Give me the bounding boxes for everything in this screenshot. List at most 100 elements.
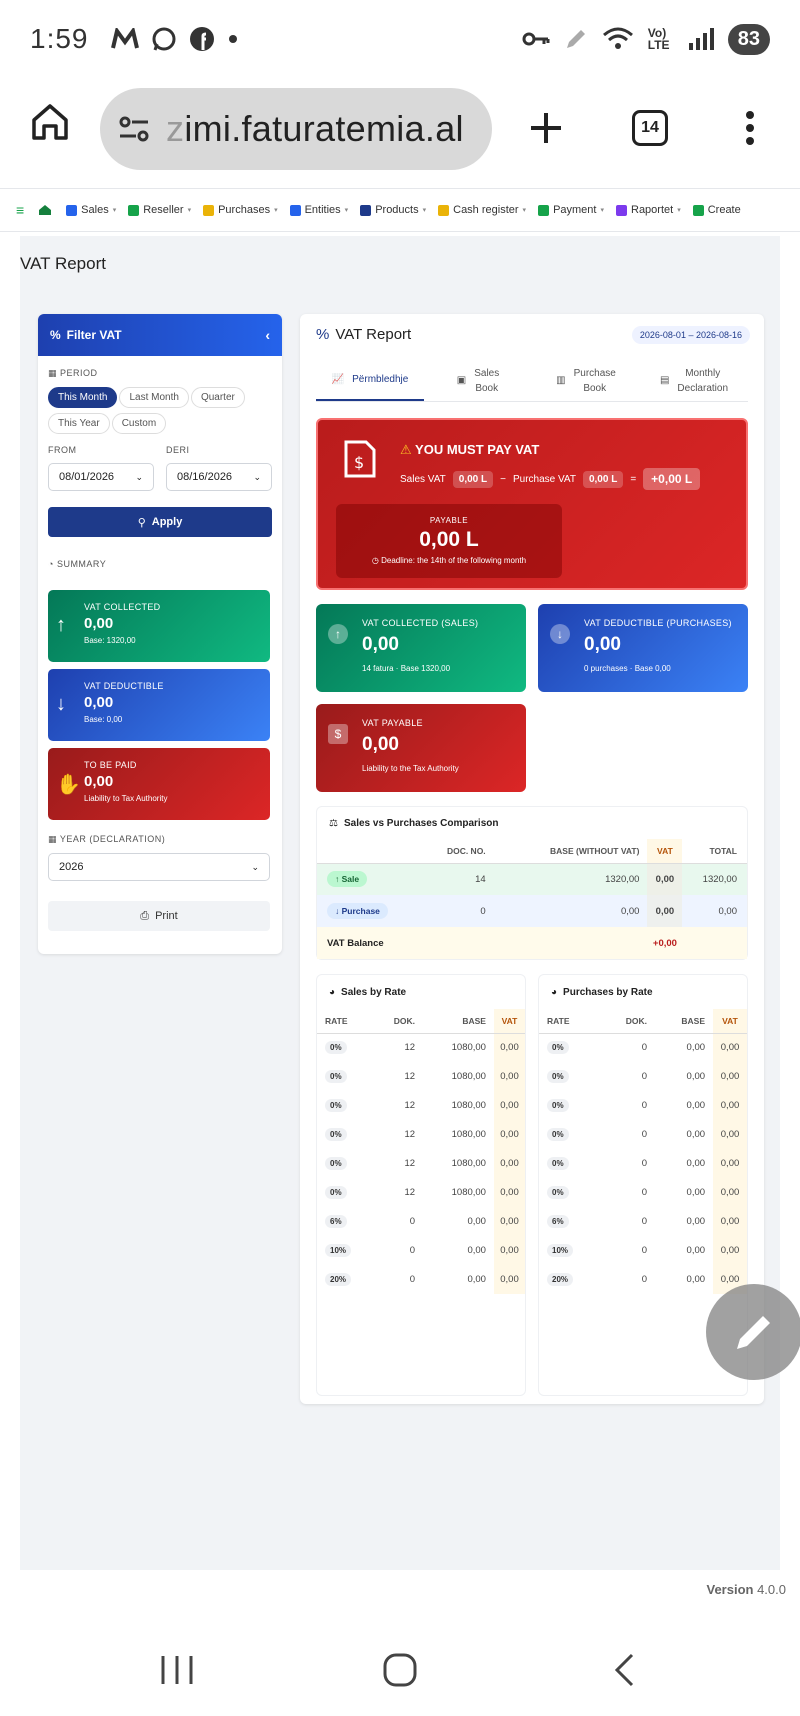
collapse-chevron-icon[interactable]: ‹ bbox=[265, 327, 270, 343]
tab-switcher-button[interactable]: 14 bbox=[632, 110, 668, 146]
period-pill-quarter[interactable]: Quarter bbox=[190, 387, 245, 408]
pencil-status-icon bbox=[564, 27, 588, 51]
back-icon[interactable] bbox=[612, 1652, 636, 1688]
payable-box: PAYABLE 0,00 L ◷ Deadline: the 14th of t… bbox=[336, 504, 562, 578]
rate-badge: 0% bbox=[325, 1099, 347, 1112]
to-date-select[interactable]: 08/16/2026 ⌄ bbox=[166, 463, 272, 491]
nav-item-payment[interactable]: Payment ▾ bbox=[538, 204, 604, 216]
menu-toggle-icon[interactable]: ≡ bbox=[16, 202, 25, 218]
period-pill-custom[interactable]: Custom bbox=[111, 413, 167, 434]
rate-badge: 0% bbox=[547, 1186, 569, 1199]
comparison-table: DOC. NO. BASE (WITHOUT VAT) VAT TOTAL ↑ … bbox=[317, 839, 747, 959]
filter-title: Filter VAT bbox=[66, 328, 122, 342]
nav-item-raportet[interactable]: Raportet ▾ bbox=[616, 204, 681, 216]
table-cell: 12 bbox=[404, 1071, 416, 1082]
caret-down-icon: ▾ bbox=[112, 207, 117, 214]
print-button[interactable]: ⎙ Print bbox=[48, 901, 270, 931]
table-cell: 0,00 bbox=[713, 1120, 747, 1149]
table-cell: 1080,00 bbox=[451, 1100, 486, 1111]
comparison-row-purchase: ↓ Purchase 0 0,00 0,00 0,00 bbox=[317, 895, 747, 927]
percent-icon: % bbox=[316, 326, 330, 343]
nav-icon bbox=[289, 204, 301, 216]
table-row: 0% 0 0,00 0,00 bbox=[539, 1091, 747, 1120]
nav-item-cash-register[interactable]: Cash register ▾ bbox=[438, 204, 526, 216]
table-cell: 0,00 bbox=[686, 1158, 706, 1169]
new-tab-icon[interactable] bbox=[528, 110, 564, 146]
tab-sales-book[interactable]: ▣ Sales Book bbox=[456, 367, 500, 394]
table-cell: 0,00 bbox=[713, 1236, 747, 1265]
from-date-select[interactable]: 08/01/2026 ⌄ bbox=[48, 463, 154, 491]
nav-item-entities[interactable]: Entities ▾ bbox=[289, 204, 348, 216]
from-label: FROM bbox=[48, 445, 77, 455]
report-panel: % VAT Report 2026-08-01 – 2026-08-16 📈 Për… bbox=[300, 314, 764, 1404]
rate-badge: 0% bbox=[325, 1070, 347, 1083]
table-cell: 0,00 bbox=[493, 1091, 525, 1120]
nav-item-products[interactable]: Products ▾ bbox=[360, 204, 426, 216]
table-cell: 0,00 bbox=[686, 1129, 706, 1140]
table-row: 0% 0 0,00 0,00 bbox=[539, 1062, 747, 1091]
to-be-paid-card: ✋ TO BE PAID 0,00 Liability to Tax Authori… bbox=[48, 748, 270, 820]
rate-badge: 10% bbox=[547, 1244, 574, 1257]
site-settings-icon[interactable] bbox=[118, 115, 150, 143]
vat-equation: Sales VAT 0,00 L − Purchase VAT 0,00 L = +0… bbox=[400, 468, 701, 490]
nav-icon bbox=[128, 204, 140, 216]
address-bar[interactable]: zimi.faturatemia.al bbox=[100, 88, 492, 170]
rate-badge: 0% bbox=[325, 1186, 347, 1199]
period-pill-this-month[interactable]: This Month bbox=[48, 387, 118, 408]
pie-chart-icon: ◕ bbox=[551, 986, 558, 998]
table-cell: 0,00 bbox=[686, 1216, 706, 1227]
apply-button[interactable]: ⚲ Apply bbox=[48, 507, 272, 537]
system-nav-bar bbox=[0, 1620, 800, 1716]
floating-edit-button[interactable] bbox=[706, 1284, 800, 1380]
table-cell: 0,00 bbox=[467, 1216, 486, 1227]
open-book-icon: ▥ bbox=[556, 375, 566, 386]
year-select[interactable]: 2026 ⌄ bbox=[48, 853, 270, 881]
app-navbar: ≡ Sales ▾ Reseller ▾ Purchases ▾ Entities ▾ Prod… bbox=[0, 188, 800, 232]
comparison-table-box: ⚖ Sales vs Purchases Comparison DOC. NO. … bbox=[316, 806, 748, 960]
sales-by-rate-table: RATE DOK. BASE VAT 0% 12 1080,00 0,00 0% 12 1080,0… bbox=[317, 1009, 525, 1294]
table-cell: 0,00 bbox=[713, 1149, 747, 1178]
invoice-dollar-icon: $ bbox=[344, 440, 376, 478]
system-home-icon[interactable] bbox=[382, 1652, 418, 1688]
search-icon: ⚲ bbox=[137, 516, 146, 529]
to-label: DERI bbox=[166, 445, 190, 455]
purchases-by-rate-table: RATE DOK. BASE VAT 0% 0 0,00 0,00 0% 0 0,00 0,00 0% 0… bbox=[539, 1009, 747, 1294]
tab-summary[interactable]: 📈 Përmbledhje bbox=[316, 360, 424, 401]
table-cell: 12 bbox=[404, 1187, 416, 1198]
nav-label: Create bbox=[707, 204, 741, 216]
network-label: Vo) LTE bbox=[647, 26, 670, 52]
recent-apps-icon[interactable] bbox=[160, 1654, 194, 1686]
printer-icon: ⎙ bbox=[140, 909, 150, 922]
vat-deductible-purchases-card: ↓ VAT DEDUCTIBLE (PURCHASES) 0,00 0 purcha… bbox=[538, 604, 748, 692]
sales-by-rate-box: ◕ Sales by Rate RATE DOK. BASE VAT 0% 12 1080,0… bbox=[316, 974, 526, 1396]
chart-icon: 📈 bbox=[331, 374, 345, 385]
home-icon[interactable] bbox=[30, 102, 70, 142]
nav-item-reseller[interactable]: Reseller ▾ bbox=[128, 204, 191, 216]
table-cell: 0,00 bbox=[686, 1245, 706, 1256]
rate-badge: 0% bbox=[547, 1128, 569, 1141]
table-cell: 0,00 bbox=[686, 1274, 706, 1285]
nav-item-create[interactable]: Create bbox=[692, 204, 741, 216]
table-cell: 0 bbox=[641, 1216, 648, 1227]
comparison-title: ⚖ Sales vs Purchases Comparison bbox=[329, 817, 499, 829]
app-home-icon[interactable] bbox=[38, 204, 52, 216]
table-row: 20% 0 0,00 0,00 bbox=[317, 1265, 525, 1294]
overflow-menu-icon[interactable] bbox=[744, 110, 756, 146]
nav-item-purchases[interactable]: Purchases ▾ bbox=[203, 204, 278, 216]
key-icon bbox=[522, 29, 550, 49]
status-time: 1:59 bbox=[30, 23, 89, 54]
tab-purchase-book[interactable]: ▥ Purchase Book bbox=[556, 367, 616, 394]
table-cell: 0,00 bbox=[713, 1033, 747, 1062]
period-pill-this-year[interactable]: This Year bbox=[48, 413, 110, 434]
rate-badge: 0% bbox=[325, 1041, 347, 1055]
nav-item-sales[interactable]: Sales ▾ bbox=[66, 204, 116, 216]
must-pay-title: ⚠ YOU MUST PAY VAT bbox=[400, 442, 540, 457]
period-pill-last-month[interactable]: Last Month bbox=[119, 387, 189, 408]
tab-monthly-declaration[interactable]: ▤ Monthly Declaration bbox=[659, 367, 729, 394]
table-row: 0% 12 1080,00 0,00 bbox=[317, 1091, 525, 1120]
table-cell: 0 bbox=[409, 1245, 416, 1256]
scale-icon: ⚖ bbox=[329, 817, 338, 829]
table-cell: 0,00 bbox=[493, 1236, 525, 1265]
signal-icon bbox=[688, 27, 714, 51]
arrow-down-circle-icon: ↓ bbox=[550, 624, 570, 644]
